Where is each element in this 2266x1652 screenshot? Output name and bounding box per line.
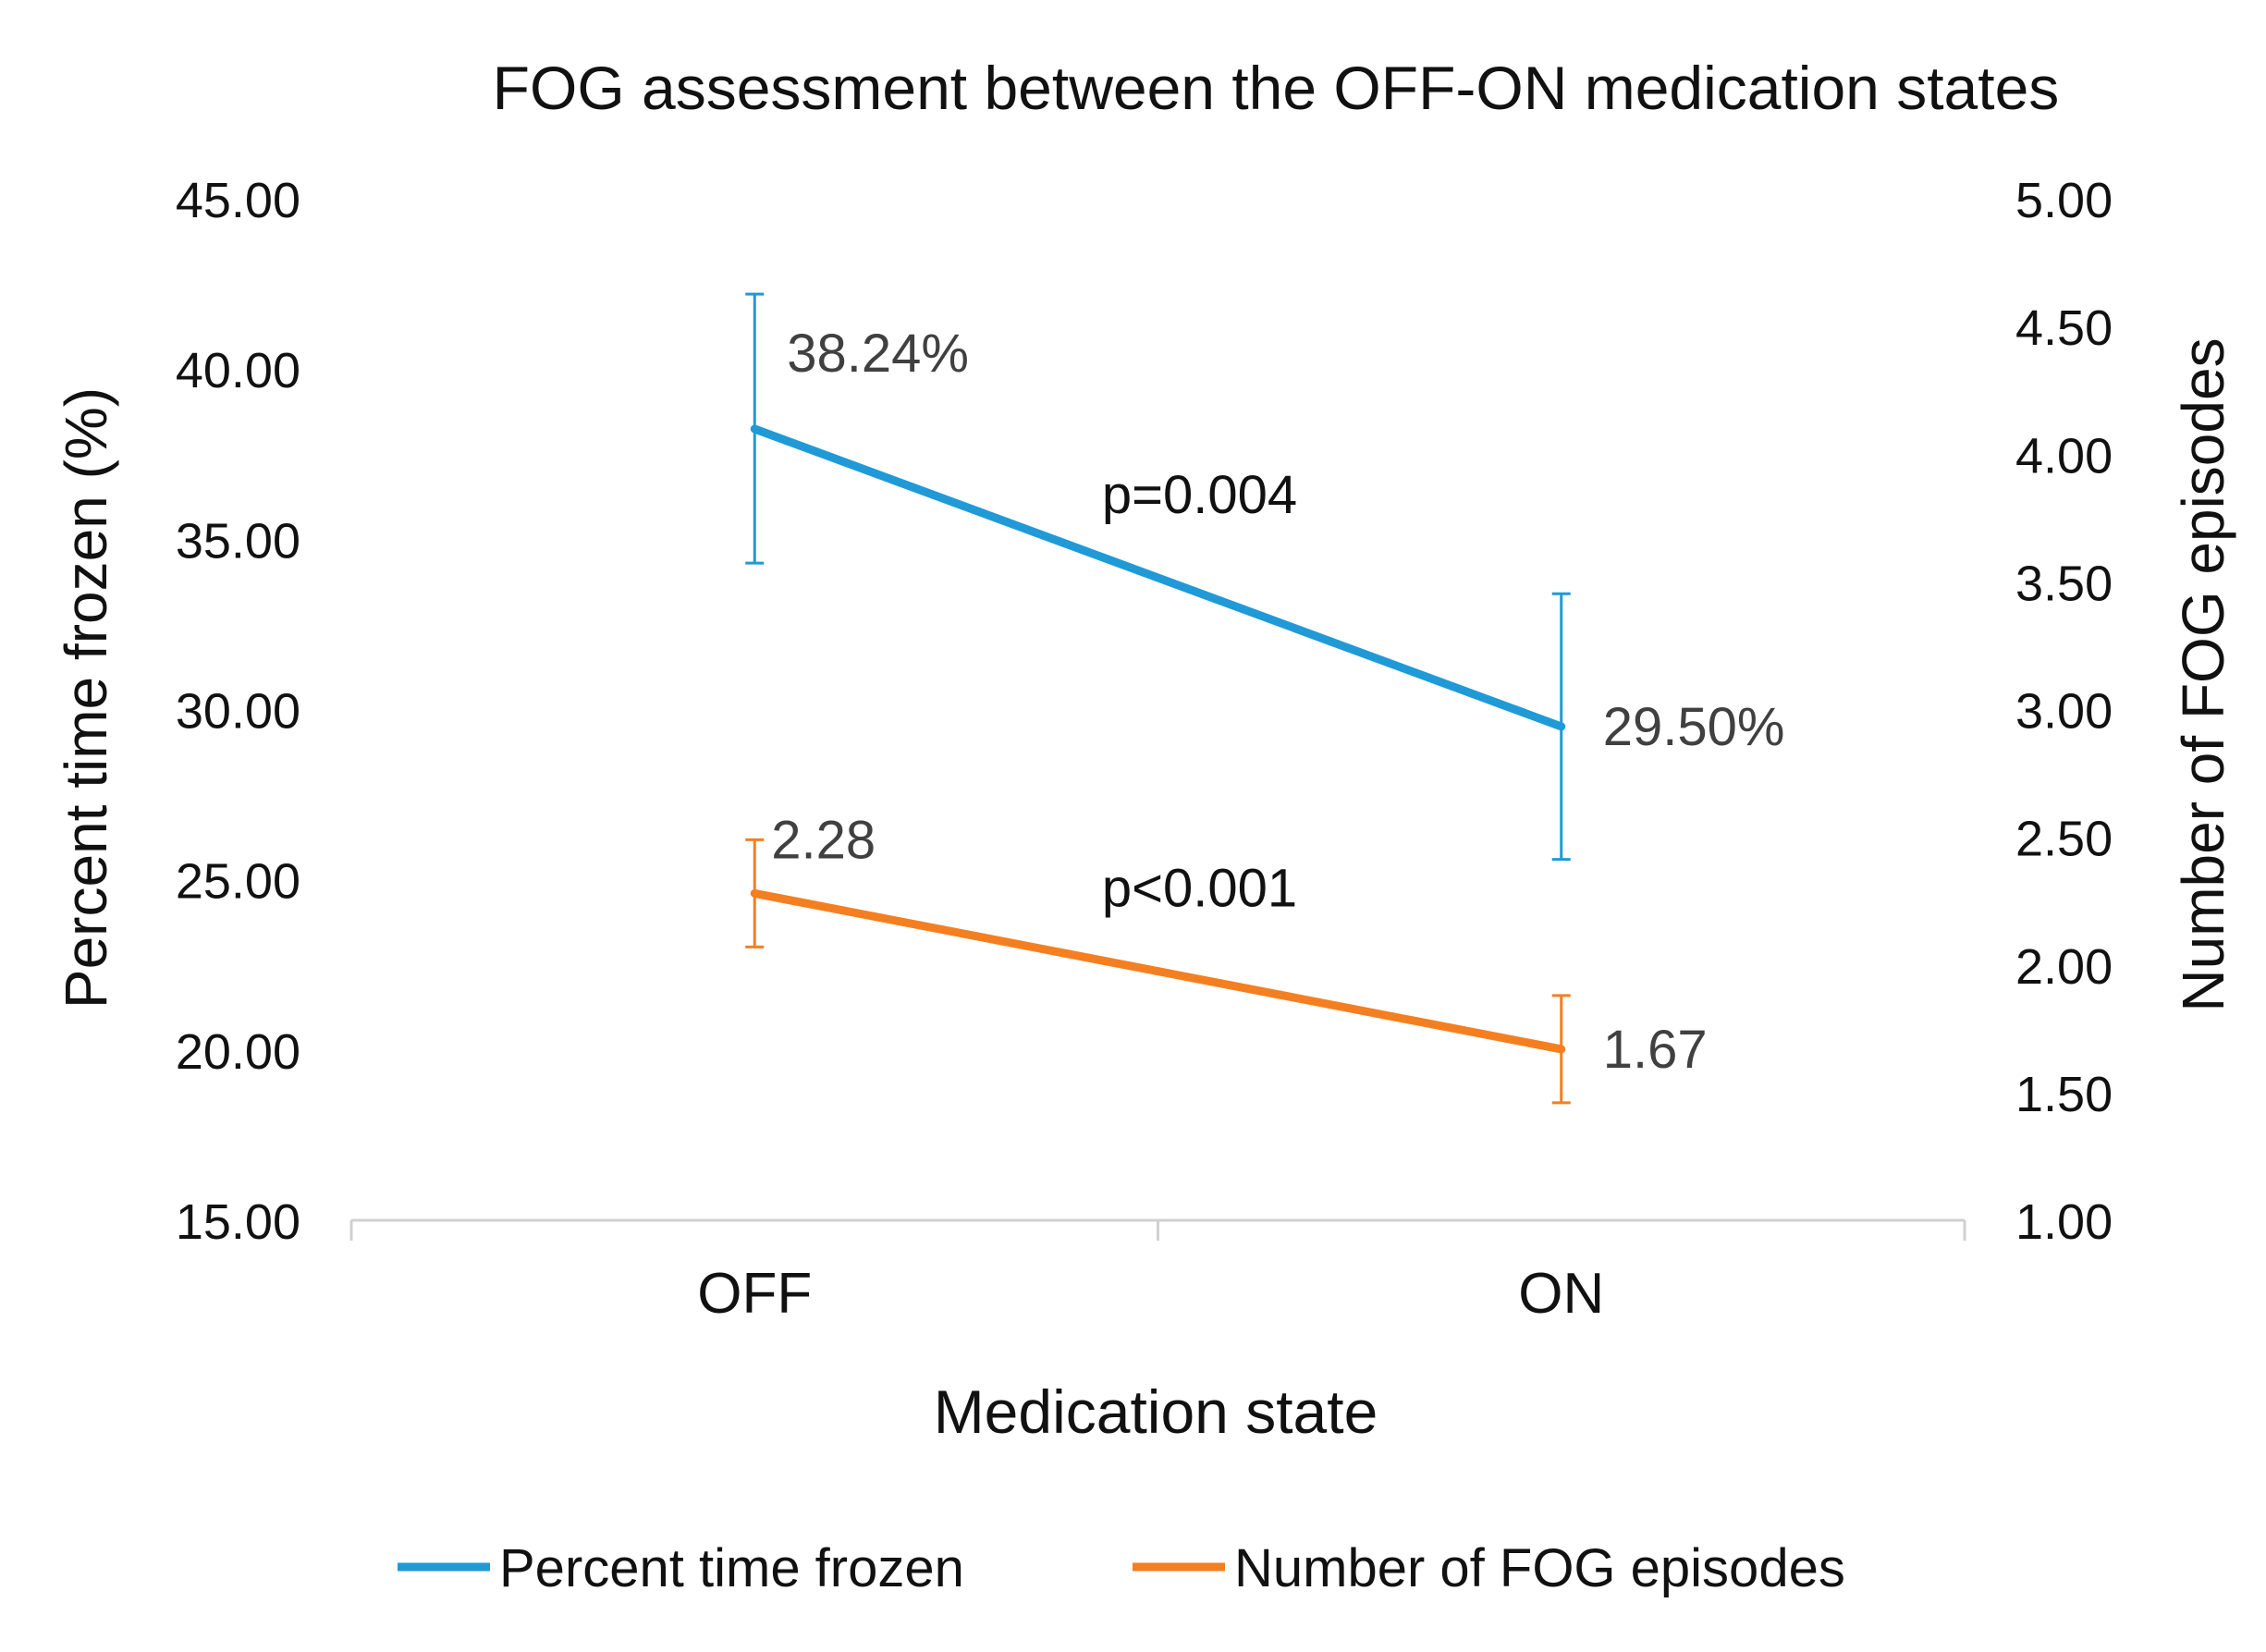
data-label: 38.24% [787, 324, 969, 384]
y-right-axis-label: Number of FOG episodes [2170, 337, 2236, 1011]
y-right-tick-label: 1.50 [2015, 1067, 2113, 1122]
x-axis: OFF ON [349, 1218, 1966, 1326]
series-line [750, 888, 1566, 1054]
x-tick-label: OFF [697, 1262, 812, 1326]
y-right-tick-label: 3.50 [2015, 556, 2113, 611]
y-right-ticks: 1.00 1.50 2.00 2.50 3.00 3.50 4.00 4.50 5.00 [2015, 173, 2113, 1250]
series-1: 2.28 1.67 p<0.001 [745, 810, 1708, 1105]
y-right-tick-label: 1.00 [2015, 1194, 2113, 1250]
y-left-tick-label: 25.00 [176, 854, 300, 910]
p-value-annotation: p=0.004 [1102, 465, 1297, 525]
chart-title: FOG assessment between the OFF-ON medica… [493, 54, 2060, 122]
legend-label: Number of FOG episodes [1234, 1538, 1845, 1598]
y-right-tick-label: 2.50 [2015, 812, 2113, 867]
y-left-tick-label: 45.00 [176, 173, 300, 228]
series-0: 38.24% 29.50% p=0.004 [745, 292, 1785, 862]
legend: Percent time frozen Number of FOG episode… [398, 1538, 1845, 1598]
y-left-tick-label: 40.00 [176, 343, 300, 398]
data-label: 1.67 [1603, 1020, 1708, 1080]
y-right-tick-label: 5.00 [2015, 173, 2113, 228]
y-left-tick-label: 15.00 [176, 1194, 300, 1250]
p-value-annotation: p<0.001 [1102, 859, 1297, 919]
y-left-axis-label: Percent time frozen (%) [53, 387, 119, 1009]
data-label: 2.28 [771, 810, 876, 870]
x-tick-label: ON [1518, 1262, 1604, 1326]
y-left-tick-label: 30.00 [176, 684, 300, 740]
y-right-tick-label: 3.00 [2015, 684, 2113, 740]
y-left-tick-label: 20.00 [176, 1024, 300, 1080]
series-layer: 38.24% 29.50% p=0.004 2.28 1.67 p<0.001 [745, 292, 1785, 1105]
y-right-tick-label: 4.50 [2015, 300, 2113, 356]
series-line [750, 424, 1566, 731]
y-right-tick-label: 4.00 [2015, 428, 2113, 483]
data-label: 29.50% [1603, 697, 1785, 757]
x-axis-label: Medication state [934, 1377, 1378, 1446]
legend-label: Percent time frozen [499, 1538, 964, 1598]
y-left-tick-label: 35.00 [176, 513, 300, 569]
y-left-ticks: 15.00 20.00 25.00 30.00 35.00 40.00 45.00 [176, 173, 300, 1250]
y-right-tick-label: 2.00 [2015, 939, 2113, 995]
